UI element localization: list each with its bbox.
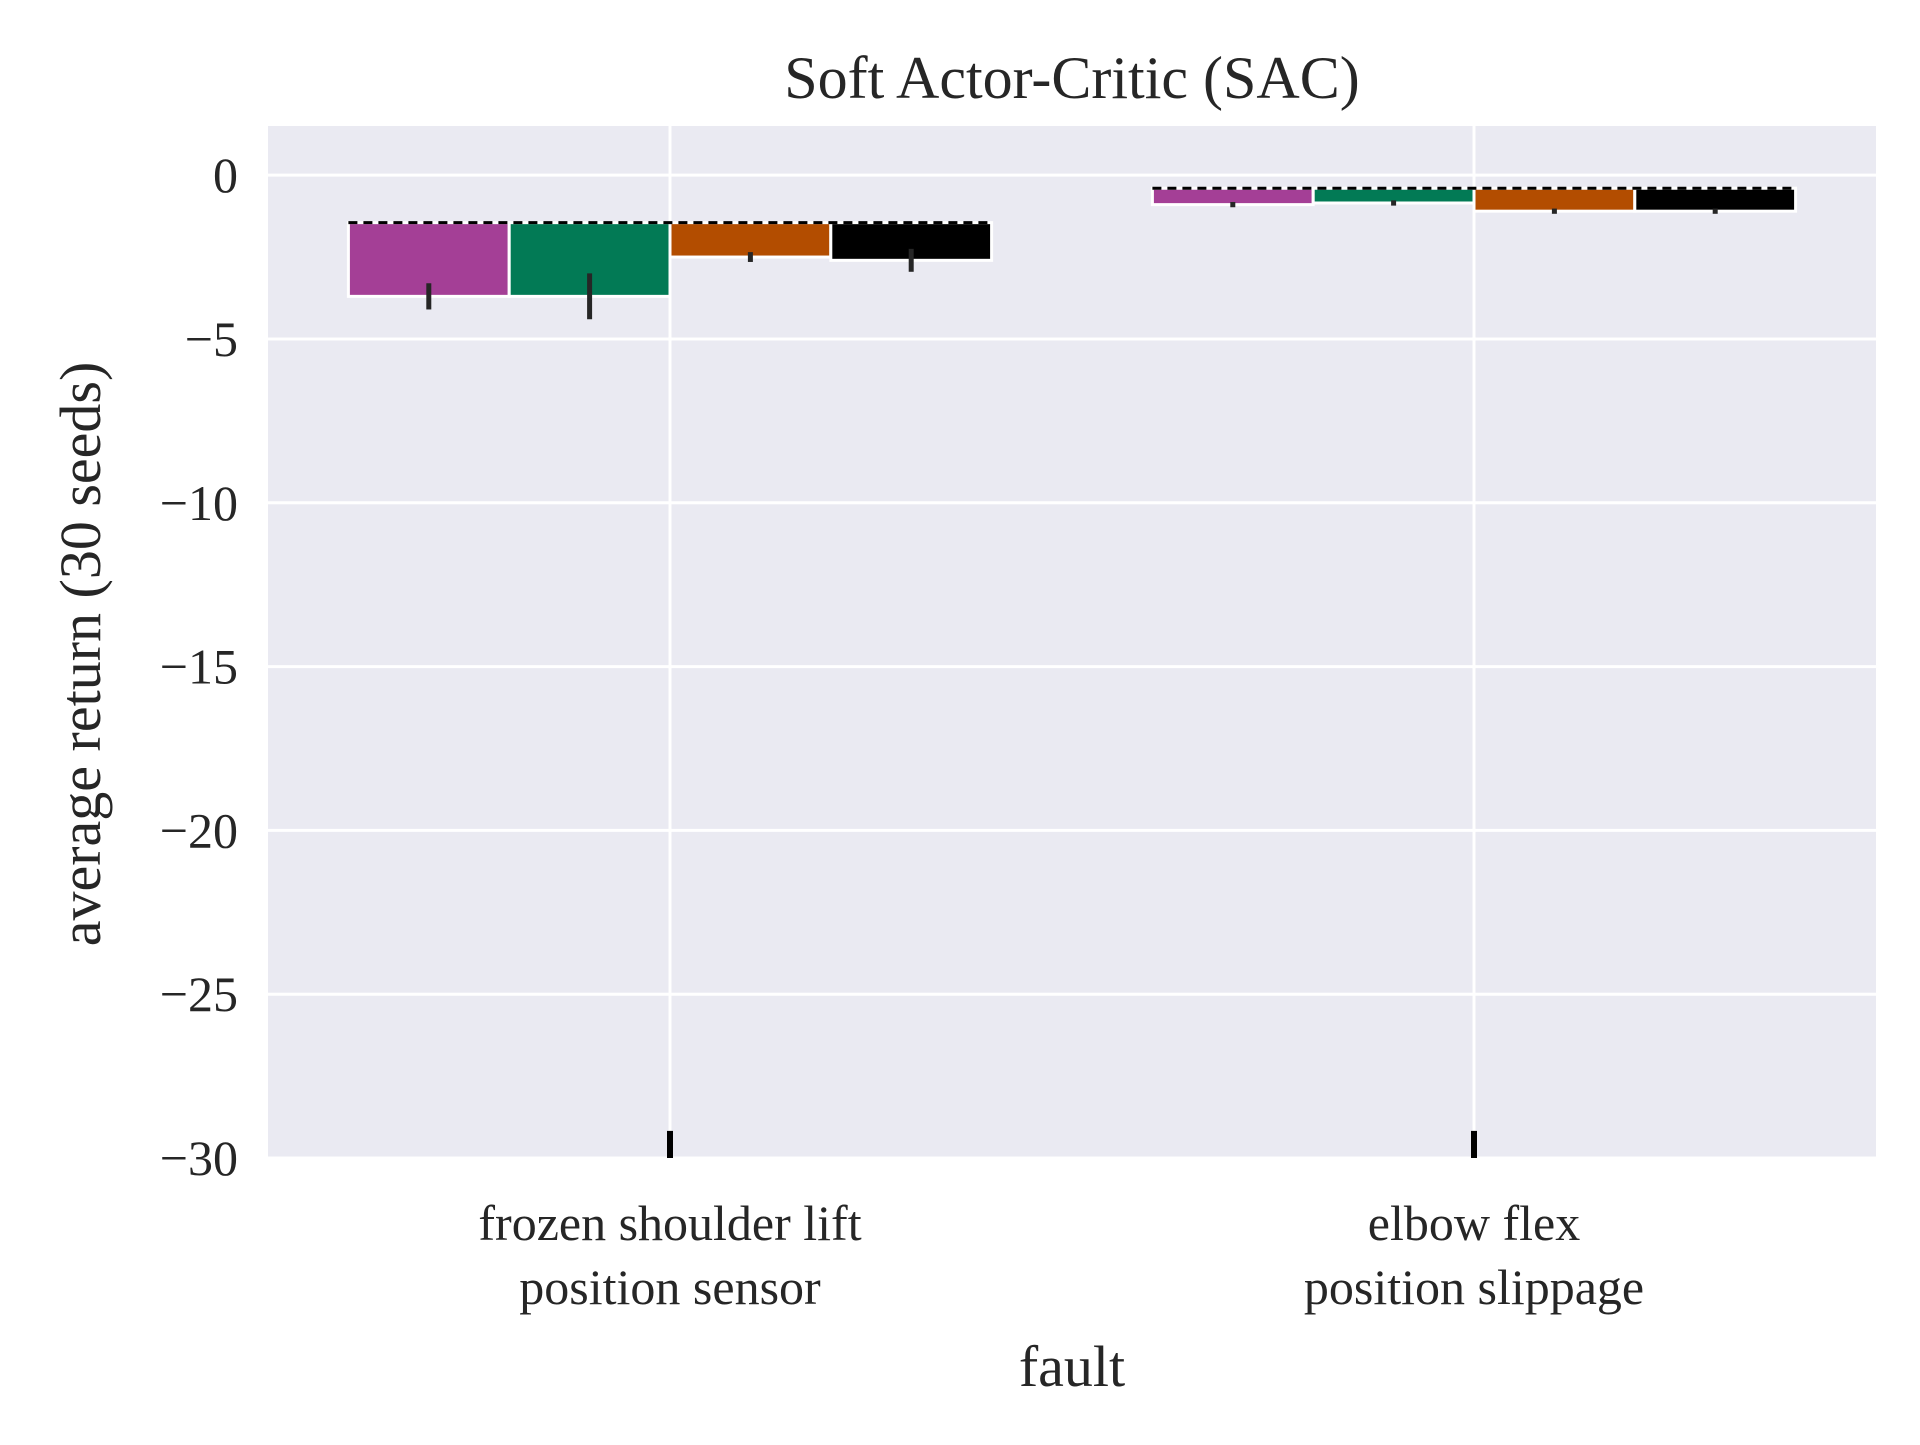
y-tick-labels: 0 −5 −10 −15 −20 −25 −30 bbox=[160, 147, 238, 1186]
x-tick-label: position sensor bbox=[519, 1259, 821, 1315]
y-tick-label: −10 bbox=[160, 475, 238, 531]
chart-title: Soft Actor-Critic (SAC) bbox=[784, 45, 1359, 111]
bar bbox=[668, 221, 833, 259]
y-tick-label: 0 bbox=[213, 147, 238, 203]
y-tick-label: −15 bbox=[160, 639, 238, 695]
y-tick-label: −30 bbox=[160, 1130, 238, 1186]
bar bbox=[1633, 186, 1798, 213]
bars bbox=[346, 186, 1798, 1158]
x-tick-label: elbow flex bbox=[1368, 1195, 1580, 1251]
x-tick-label: position slippage bbox=[1304, 1259, 1644, 1315]
grid-lines bbox=[268, 126, 1876, 1160]
x-tick-label: frozen shoulder lift bbox=[478, 1195, 861, 1251]
x-tick-labels: frozen shoulder lift position sensor elbow… bbox=[478, 1195, 1644, 1315]
y-tick-label: −20 bbox=[160, 802, 238, 858]
y-axis-label: average return (30 seeds) bbox=[48, 362, 113, 947]
y-tick-label: −5 bbox=[185, 311, 238, 367]
bar bbox=[1472, 186, 1637, 213]
plot-area bbox=[268, 126, 1876, 1158]
y-tick-label: −25 bbox=[160, 966, 238, 1022]
x-axis-label: fault bbox=[1019, 1334, 1125, 1399]
